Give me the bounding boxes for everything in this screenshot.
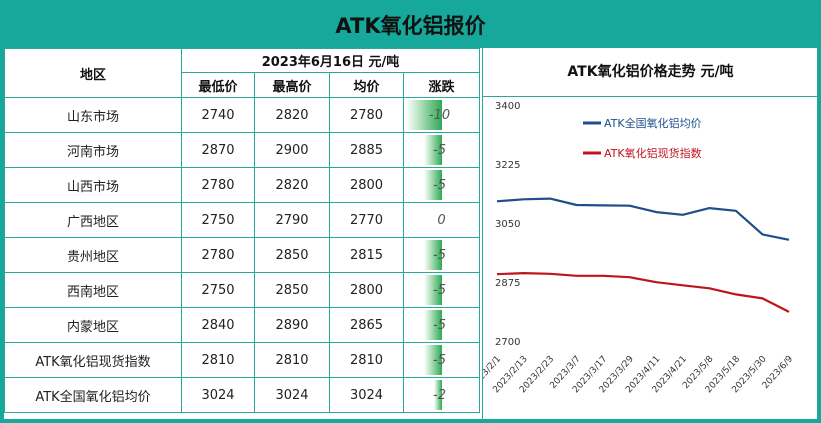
y-tick-label: 2875 bbox=[495, 278, 520, 289]
change-cell: -5 bbox=[403, 167, 480, 203]
avg-price-cell: 2780 bbox=[329, 97, 404, 133]
region-cell: 广西地区 bbox=[4, 202, 182, 238]
price-table: 地区 2023年6月16日 元/吨 最低价 最高价 均价 涨跌 山东市场 2740… bbox=[4, 48, 480, 413]
low-price-cell: 2750 bbox=[181, 272, 255, 308]
change-cell: -5 bbox=[403, 307, 480, 343]
table-row: 河南市场 2870 2900 2885 -5 bbox=[4, 132, 480, 168]
high-price-cell: 2890 bbox=[254, 307, 330, 343]
legend-label-0: ATK全国氧化铝均价 bbox=[604, 116, 702, 130]
change-value: -5 bbox=[433, 282, 446, 298]
change-cell: -2 bbox=[403, 377, 480, 413]
table-row: 山东市场 2740 2820 2780 -10 bbox=[4, 97, 480, 133]
low-price-cell: 3024 bbox=[181, 377, 255, 413]
avg-price-cell: 2800 bbox=[329, 272, 404, 308]
y-tick-label: 2700 bbox=[495, 337, 520, 348]
column-header-avg: 均价 bbox=[329, 72, 404, 98]
change-databar bbox=[423, 345, 442, 375]
column-header-change: 涨跌 bbox=[403, 72, 480, 98]
avg-price-cell: 2770 bbox=[329, 202, 404, 238]
high-price-cell: 2810 bbox=[254, 342, 330, 378]
table-row: 贵州地区 2780 2850 2815 -5 bbox=[4, 237, 480, 273]
region-cell: 山东市场 bbox=[4, 97, 182, 133]
high-price-cell: 2850 bbox=[254, 237, 330, 273]
change-cell: -10 bbox=[403, 97, 480, 133]
region-cell: ATK氧化铝现货指数 bbox=[4, 342, 182, 378]
region-cell: 山西市场 bbox=[4, 167, 182, 203]
y-tick-label: 3225 bbox=[495, 160, 520, 171]
column-header-low: 最低价 bbox=[181, 72, 255, 98]
date-header: 2023年6月16日 元/吨 bbox=[181, 48, 480, 73]
page-title: ATK氧化铝报价 bbox=[2, 2, 819, 48]
column-header-high: 最高价 bbox=[254, 72, 330, 98]
change-value: -5 bbox=[433, 352, 446, 368]
avg-price-cell: 2800 bbox=[329, 167, 404, 203]
change-cell: -5 bbox=[403, 132, 480, 168]
region-cell: 河南市场 bbox=[4, 132, 182, 168]
high-price-cell: 2820 bbox=[254, 97, 330, 133]
change-databar bbox=[405, 100, 442, 130]
series-line-0 bbox=[496, 197, 790, 241]
table-row: 西南地区 2750 2850 2800 -5 bbox=[4, 272, 480, 308]
low-price-cell: 2870 bbox=[181, 132, 255, 168]
y-tick-label: 3050 bbox=[495, 219, 520, 230]
change-value: 0 bbox=[437, 212, 446, 228]
change-value: -5 bbox=[433, 247, 446, 263]
series-line-1 bbox=[496, 272, 790, 313]
region-cell: 贵州地区 bbox=[4, 237, 182, 273]
high-price-cell: 2820 bbox=[254, 167, 330, 203]
change-databar bbox=[423, 310, 442, 340]
change-value: -5 bbox=[433, 142, 446, 158]
trend-chart: 270028753050322534002023/2/12023/2/13202… bbox=[483, 101, 795, 395]
change-value: -5 bbox=[433, 317, 446, 333]
change-databar bbox=[423, 135, 442, 165]
avg-price-cell: 2815 bbox=[329, 237, 404, 273]
high-price-cell: 2900 bbox=[254, 132, 330, 168]
low-price-cell: 2750 bbox=[181, 202, 255, 238]
chart-title: ATK氧化铝价格走势 元/吨 bbox=[483, 48, 818, 97]
region-cell: ATK全国氧化铝均价 bbox=[4, 377, 182, 413]
avg-price-cell: 2865 bbox=[329, 307, 404, 343]
region-cell: 内蒙地区 bbox=[4, 307, 182, 343]
change-cell: -5 bbox=[403, 272, 480, 308]
region-cell: 西南地区 bbox=[4, 272, 182, 308]
avg-price-cell: 3024 bbox=[329, 377, 404, 413]
table-row: ATK全国氧化铝均价 3024 3024 3024 -2 bbox=[4, 377, 480, 413]
change-value: -2 bbox=[433, 387, 446, 403]
change-databar bbox=[423, 240, 442, 270]
high-price-cell: 3024 bbox=[254, 377, 330, 413]
low-price-cell: 2810 bbox=[181, 342, 255, 378]
high-price-cell: 2850 bbox=[254, 272, 330, 308]
region-header: 地区 bbox=[4, 48, 182, 98]
low-price-cell: 2780 bbox=[181, 167, 255, 203]
trend-chart-panel: ATK氧化铝价格走势 元/吨 2700 2875 3050 3225 3400 2023/… bbox=[482, 48, 818, 419]
change-databar bbox=[423, 170, 442, 200]
low-price-cell: 2780 bbox=[181, 237, 255, 273]
low-price-cell: 2840 bbox=[181, 307, 255, 343]
change-databar bbox=[423, 275, 442, 305]
report-body: 地区 2023年6月16日 元/吨 最低价 最高价 均价 涨跌 山东市场 2740… bbox=[4, 48, 818, 419]
table-row: ATK氧化铝现货指数 2810 2810 2810 -5 bbox=[4, 342, 480, 378]
avg-price-cell: 2885 bbox=[329, 132, 404, 168]
table-row: 广西地区 2750 2790 2770 0 bbox=[4, 202, 480, 238]
high-price-cell: 2790 bbox=[254, 202, 330, 238]
change-value: -5 bbox=[433, 177, 446, 193]
change-value: -10 bbox=[428, 107, 451, 123]
low-price-cell: 2740 bbox=[181, 97, 255, 133]
change-databar bbox=[434, 380, 442, 410]
change-cell: -5 bbox=[403, 237, 480, 273]
legend-label-1: ATK氧化铝现货指数 bbox=[604, 146, 702, 160]
change-cell: -5 bbox=[403, 342, 480, 378]
table-row: 山西市场 2780 2820 2800 -5 bbox=[4, 167, 480, 203]
table-row: 内蒙地区 2840 2890 2865 -5 bbox=[4, 307, 480, 343]
change-cell: 0 bbox=[403, 202, 480, 238]
avg-price-cell: 2810 bbox=[329, 342, 404, 378]
y-tick-label: 3400 bbox=[495, 101, 520, 112]
